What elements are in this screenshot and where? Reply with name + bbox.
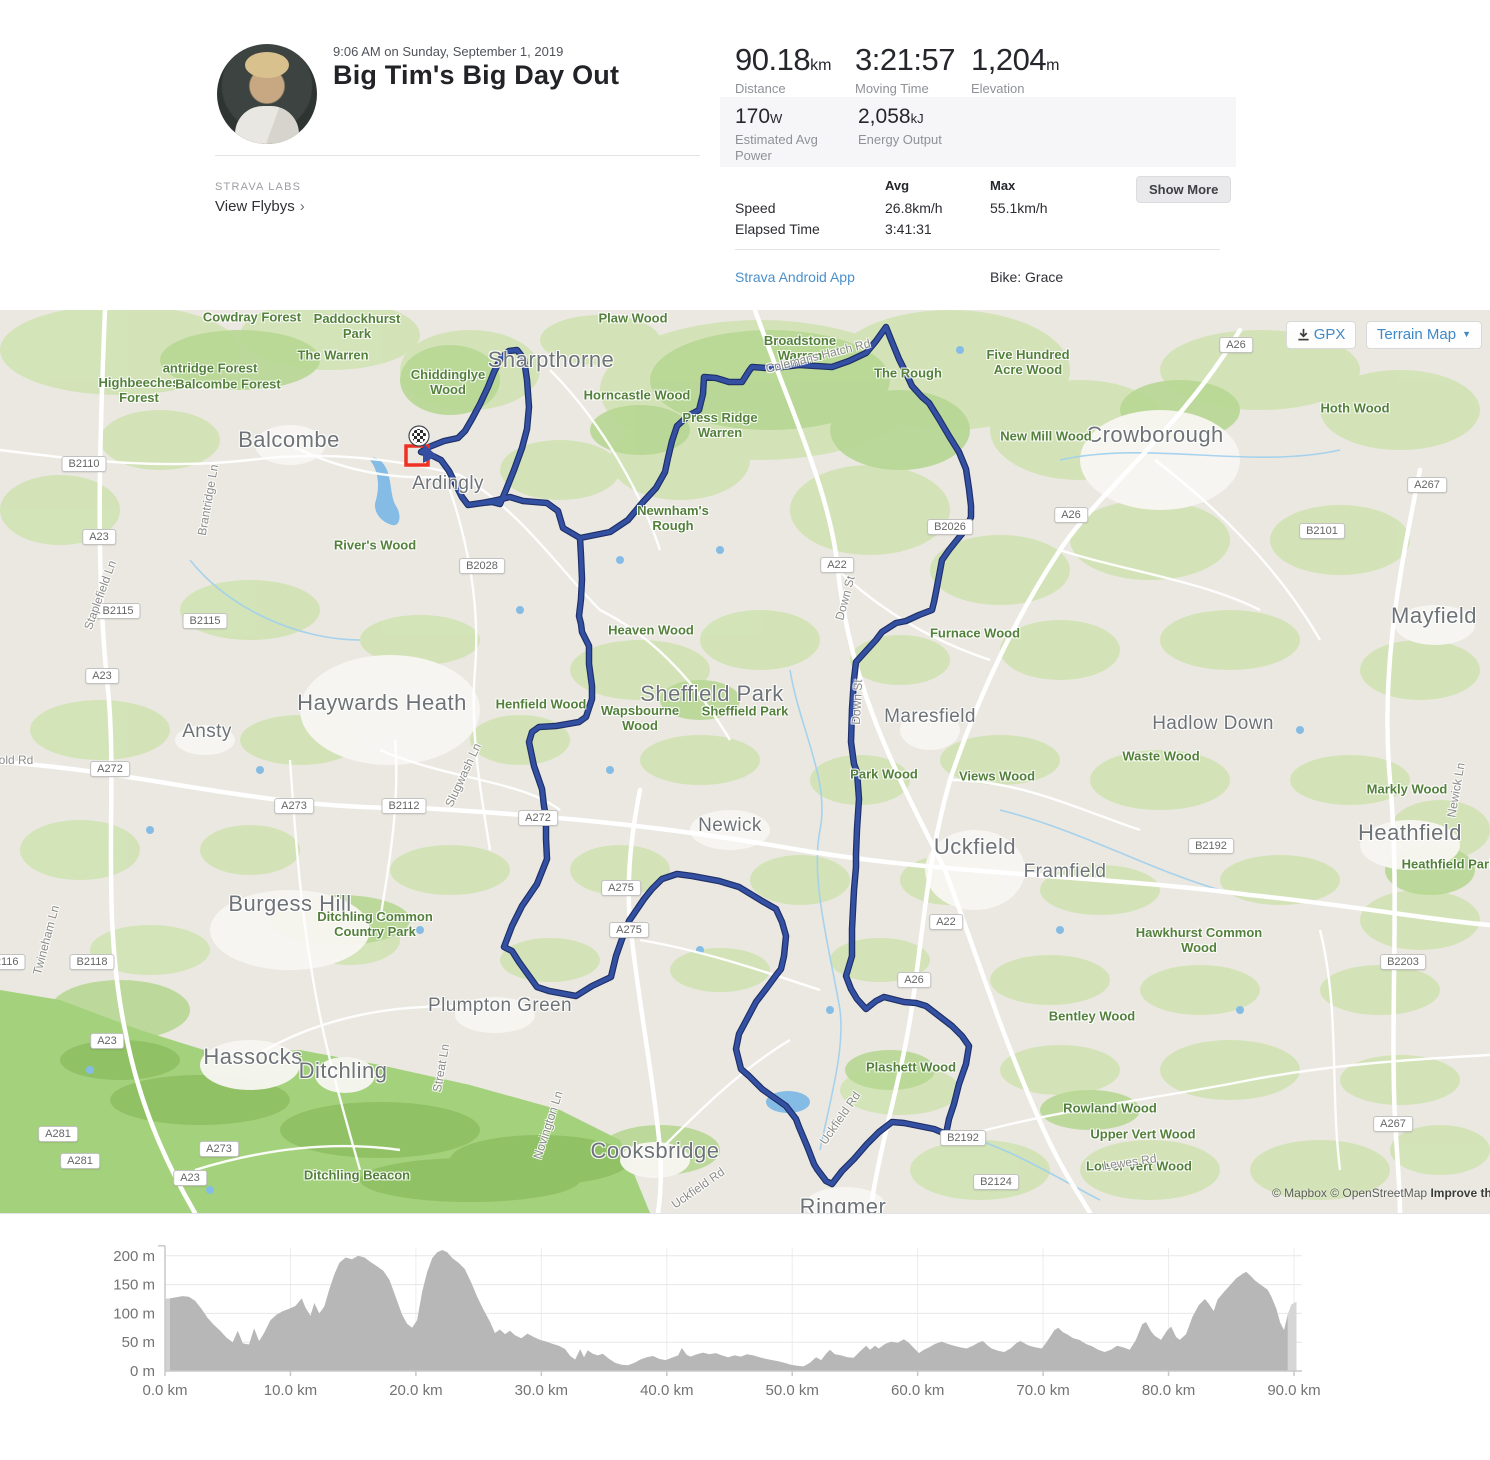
y-tick-label: 150 m xyxy=(113,1277,155,1294)
y-tick-label: 0 m xyxy=(130,1363,155,1380)
table-col-avg: Avg xyxy=(885,178,910,193)
route-layer xyxy=(404,323,975,1188)
strava-labs-label: STRAVA LABS xyxy=(215,181,302,193)
divider xyxy=(735,249,1220,250)
x-tick-label: 40.0 km xyxy=(640,1382,693,1399)
stat-elevation: 1,204m Elevation xyxy=(971,42,1060,96)
stat-moving-time: 3:21:57 Moving Time xyxy=(855,42,955,96)
chevron-right-icon: › xyxy=(299,198,305,215)
gpx-download-button[interactable]: GPX xyxy=(1285,321,1357,349)
elevation-profile-section: 0 m 50 m 100 m 150 m 200 m 0.0 km 10.0 km 20.0 … xyxy=(0,1213,1490,1460)
table-row-elapsed-label: Elapsed Time xyxy=(735,221,820,237)
elevation-end-highlight xyxy=(1287,1301,1297,1371)
x-tick-label: 50.0 km xyxy=(766,1382,819,1399)
x-tick-label: 70.0 km xyxy=(1016,1382,1069,1399)
bike-label: Bike: Grace xyxy=(990,269,1064,285)
elevation-area xyxy=(165,1250,1297,1371)
x-tick-label: 90.0 km xyxy=(1267,1382,1320,1399)
view-flybys-link[interactable]: View Flybys › xyxy=(215,198,305,215)
caret-down-icon: ▼ xyxy=(1462,329,1471,339)
route-polyline xyxy=(417,346,533,509)
x-tick-label: 80.0 km xyxy=(1142,1382,1195,1399)
activity-header: 9:06 AM on Sunday, September 1, 2019 Big… xyxy=(0,0,1490,310)
map-canvas[interactable]: Balcombe Sharpthorne Crowborough Ardingly Ha… xyxy=(0,310,1490,1213)
elevation-start-highlight xyxy=(165,1298,170,1371)
strava-android-app-link[interactable]: Strava Android App xyxy=(735,269,855,285)
x-tick-label: 20.0 km xyxy=(389,1382,442,1399)
stat-estimated-avg-power: 170W Estimated Avg Power xyxy=(735,105,818,163)
y-tick-label: 50 m xyxy=(122,1334,155,1351)
route-polyline xyxy=(479,494,583,541)
x-tick-label: 10.0 km xyxy=(264,1382,317,1399)
activity-datetime: 9:06 AM on Sunday, September 1, 2019 xyxy=(333,44,564,59)
route-end-arrow xyxy=(423,443,437,463)
athlete-avatar[interactable] xyxy=(217,44,317,144)
elevation-chart[interactable]: 0 m 50 m 100 m 150 m 200 m 0.0 km 10.0 km 20.0 … xyxy=(0,1214,1490,1460)
divider xyxy=(215,155,700,156)
route-polyline xyxy=(501,324,974,1187)
activity-title: Big Tim's Big Day Out xyxy=(333,60,620,90)
power-panel xyxy=(720,97,1236,167)
x-tick-label: 60.0 km xyxy=(891,1382,944,1399)
stat-energy-output: 2,058kJ Energy Output xyxy=(858,105,942,147)
table-row-speed-avg: 26.8km/h xyxy=(885,200,943,216)
map-attribution: © Mapbox © OpenStreetMap Improve th xyxy=(1272,1186,1490,1200)
stat-distance: 90.18km Distance xyxy=(735,42,832,96)
table-row-speed-max: 55.1km/h xyxy=(990,200,1048,216)
avatar-photo xyxy=(245,52,289,78)
table-row-speed-label: Speed xyxy=(735,200,776,216)
route-polyline xyxy=(418,347,532,508)
start-flag-checker xyxy=(412,429,426,443)
y-tick-label: 100 m xyxy=(113,1305,155,1322)
show-more-button[interactable]: Show More xyxy=(1136,176,1232,203)
map-controls: GPX Terrain Map ▼ xyxy=(1281,321,1482,349)
y-tick-label: 200 m xyxy=(113,1248,155,1265)
terrain-map-dropdown[interactable]: Terrain Map ▼ xyxy=(1365,321,1482,349)
x-tick-label: 30.0 km xyxy=(515,1382,568,1399)
improve-map-link[interactable]: Improve th xyxy=(1430,1186,1490,1200)
download-icon xyxy=(1298,328,1309,341)
table-row-elapsed-avg: 3:41:31 xyxy=(885,221,932,237)
x-tick-label: 0.0 km xyxy=(142,1382,187,1399)
table-col-max: Max xyxy=(990,178,1016,193)
